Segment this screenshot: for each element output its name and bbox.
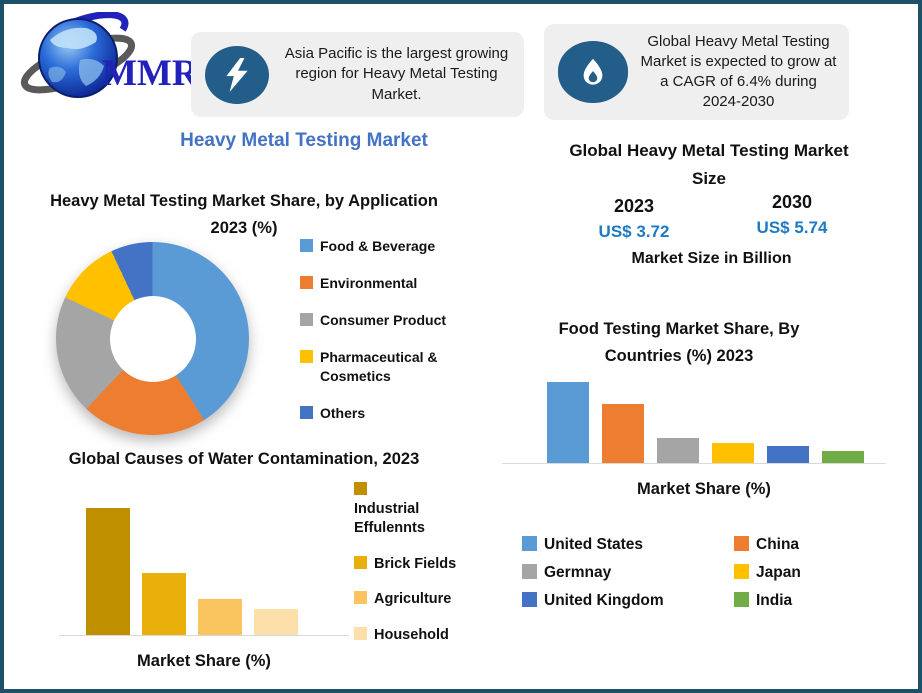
lightning-icon [205, 45, 269, 104]
legend-item-china: China [734, 536, 884, 554]
legend-item-industrial-effluents: Industrial Effulennts [354, 481, 476, 538]
brick-fields-swatch [354, 555, 367, 569]
logo-text: MMR [102, 53, 199, 94]
bar-household [254, 609, 298, 635]
germany-swatch [522, 564, 537, 579]
year-2023-label: 2023 [613, 196, 655, 216]
united-states-swatch [522, 536, 537, 551]
market-size-title: Global Heavy Metal Testing Market Size [569, 141, 849, 188]
bar-agriculture [198, 599, 242, 635]
donut-legend: Food & Beverage Environmental Consumer P… [300, 237, 478, 441]
household-swatch [354, 626, 367, 640]
japan-swatch [734, 564, 749, 579]
water-chart-axis [59, 635, 349, 636]
bar-china [602, 404, 644, 463]
market-value-2030: US$ 5.74 [756, 218, 828, 237]
industrial-effluents-swatch [354, 482, 367, 495]
legend-item-agriculture: Agriculture [354, 590, 476, 609]
bar-brick-fields [142, 573, 186, 635]
legend-item-food-beverage: Food & Beverage [300, 237, 478, 256]
pharma-cosmetics-swatch [300, 350, 313, 363]
bar-germnay [657, 438, 699, 463]
bar-united-kingdom [767, 446, 809, 463]
bar-japan [712, 443, 754, 463]
legend-item-united-kingdom: United Kingdom [522, 592, 734, 610]
callout-asia-pacific-text: Asia Pacific is the largest growing regi… [284, 45, 509, 103]
donut-hole [109, 295, 196, 382]
food-chart-xlabel: Market Share (%) [637, 480, 771, 498]
legend-item-germany: Germnay [522, 564, 734, 582]
legend-item-others: Others [300, 404, 478, 423]
globe-icon [20, 11, 136, 98]
page-title: Heavy Metal Testing Market [180, 130, 428, 151]
food-testing-chart-title: Food Testing Market Share, By Countries … [558, 320, 800, 365]
water-contamination-chart-title: Global Causes of Water Contamination, 20… [68, 450, 420, 468]
united-kingdom-swatch [522, 592, 537, 607]
agriculture-swatch [354, 591, 367, 605]
application-share-donut-chart [56, 242, 249, 435]
bar-united-states [547, 382, 589, 463]
india-swatch [734, 592, 749, 607]
legend-item-united-states: United States [522, 536, 734, 554]
legend-item-india: India [734, 592, 884, 610]
mmr-logo: MMR [20, 11, 199, 112]
consumer-product-swatch [300, 313, 313, 326]
legend-item-household: Household [354, 626, 476, 645]
water-chart-xlabel: Market Share (%) [137, 652, 271, 670]
water-contamination-legend: Industrial Effulennts Brick Fields Agric… [354, 481, 476, 645]
legend-item-environmental: Environmental [300, 274, 478, 293]
food-beverage-swatch [300, 239, 313, 252]
donut-chart-title: Heavy Metal Testing Market Share, by App… [50, 192, 438, 237]
callout-asia-pacific: Asia Pacific is the largest growing regi… [191, 32, 524, 117]
legend-item-pharma-cosmetics: Pharmaceutical & Cosmetics [300, 348, 478, 386]
callout-cagr: Global Heavy Metal Testing Market is exp… [544, 24, 849, 120]
bar-industrial-effulennts [86, 508, 130, 635]
legend-item-consumer-product: Consumer Product [300, 311, 478, 330]
flame-icon [558, 41, 628, 103]
year-2030-label: 2030 [771, 192, 813, 212]
environmental-swatch [300, 276, 313, 289]
market-value-2023: US$ 3.72 [598, 222, 670, 241]
callout-cagr-text: Global Heavy Metal Testing Market is exp… [640, 32, 837, 111]
legend-item-japan: Japan [734, 564, 884, 582]
country-legend: United States China Germnay Japan United… [522, 536, 887, 610]
market-size-unit-label: Market Size in Billion [631, 250, 792, 267]
water-contamination-bar-chart [86, 508, 298, 635]
others-swatch [300, 406, 313, 419]
legend-item-brick-fields: Brick Fields [354, 555, 476, 574]
food-testing-bar-chart [547, 382, 864, 463]
china-swatch [734, 536, 749, 551]
bar-india [822, 451, 864, 463]
food-chart-axis [502, 463, 886, 464]
